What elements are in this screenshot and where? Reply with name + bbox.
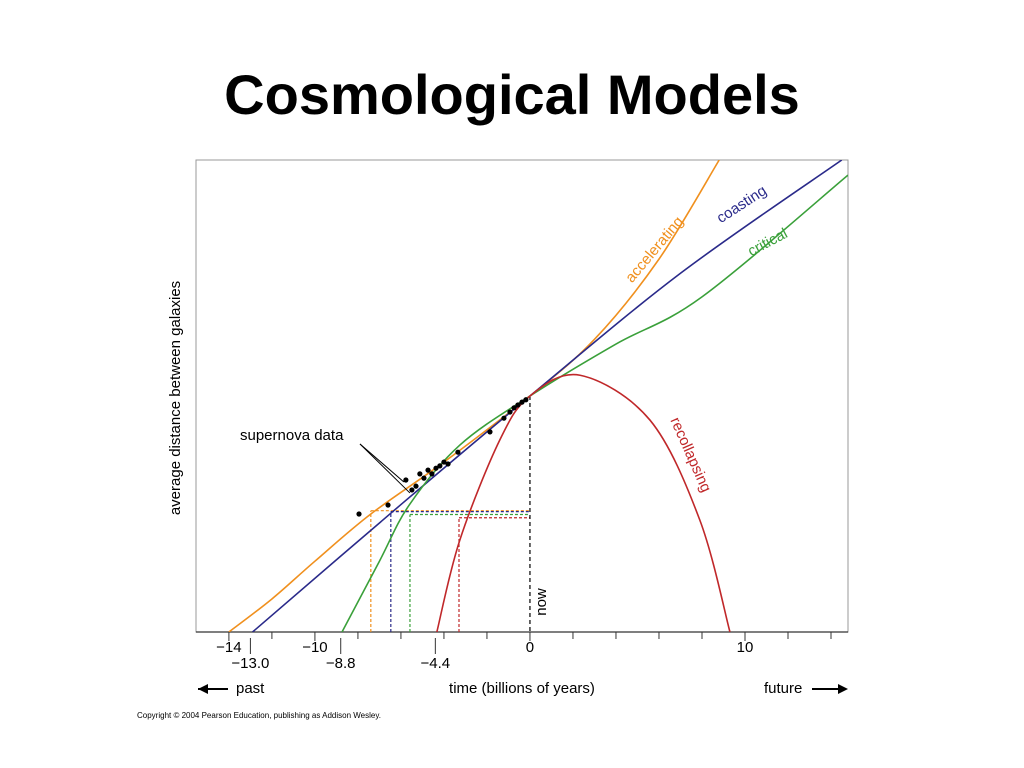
past-label: past bbox=[236, 680, 265, 697]
future-label: future bbox=[764, 680, 802, 697]
supernova-point bbox=[511, 405, 517, 411]
annotation: supernova data bbox=[240, 427, 344, 444]
x-tick-label: 0 bbox=[526, 639, 534, 656]
supernova-point bbox=[515, 402, 521, 408]
start-tick-label: −4.4 bbox=[421, 655, 451, 672]
curve-label: coasting bbox=[714, 182, 770, 227]
x-axis-label: time (billions of years) bbox=[449, 680, 595, 697]
model-curve bbox=[252, 160, 843, 632]
curve-label: recollapsing bbox=[666, 415, 714, 495]
start-tick-label: −13.0 bbox=[231, 655, 269, 672]
supernova-point bbox=[507, 409, 513, 415]
supernova-point bbox=[413, 483, 419, 489]
x-tick-label: 10 bbox=[737, 639, 754, 656]
supernova-point bbox=[421, 475, 427, 481]
future-arrow-head bbox=[838, 684, 848, 694]
supernova-point bbox=[519, 399, 525, 405]
curve-label: critical bbox=[745, 225, 791, 260]
supernova-point bbox=[356, 511, 362, 517]
supernova-point bbox=[433, 465, 439, 471]
supernova-point bbox=[445, 461, 451, 467]
plot-frame bbox=[195, 159, 849, 633]
supernova-point bbox=[523, 397, 529, 403]
y-axis-label: average distance between galaxies bbox=[167, 281, 184, 515]
supernova-point bbox=[487, 429, 493, 435]
annotation-pointer bbox=[359, 443, 411, 494]
slide-title: Cosmological Models bbox=[224, 63, 800, 126]
model-curve bbox=[436, 373, 731, 632]
plot-area bbox=[228, 160, 848, 632]
supernova-point bbox=[455, 449, 461, 455]
supernova-point bbox=[409, 487, 415, 493]
start-tick-label: −8.8 bbox=[326, 655, 356, 672]
model-curve bbox=[228, 160, 720, 632]
supernova-point bbox=[501, 415, 507, 421]
supernova-point bbox=[441, 459, 447, 465]
supernova-point bbox=[429, 471, 435, 477]
supernova-point bbox=[403, 477, 409, 483]
supernova-point bbox=[425, 467, 431, 473]
chart: −14 −10 0 10−13.0 −8.8 −4.4nowacceleratingcoa… bbox=[216, 160, 848, 672]
supernova-point bbox=[437, 463, 443, 469]
supernova-point bbox=[417, 471, 423, 477]
past-arrow-head bbox=[198, 684, 208, 694]
x-tick-label: −10 bbox=[302, 639, 327, 656]
now-label: now bbox=[533, 588, 550, 616]
annotation-pointer bbox=[359, 443, 405, 483]
supernova-point bbox=[385, 502, 391, 508]
x-tick-label: −14 bbox=[216, 639, 241, 656]
copyright: Copyright © 2004 Pearson Education, publ… bbox=[137, 711, 381, 720]
